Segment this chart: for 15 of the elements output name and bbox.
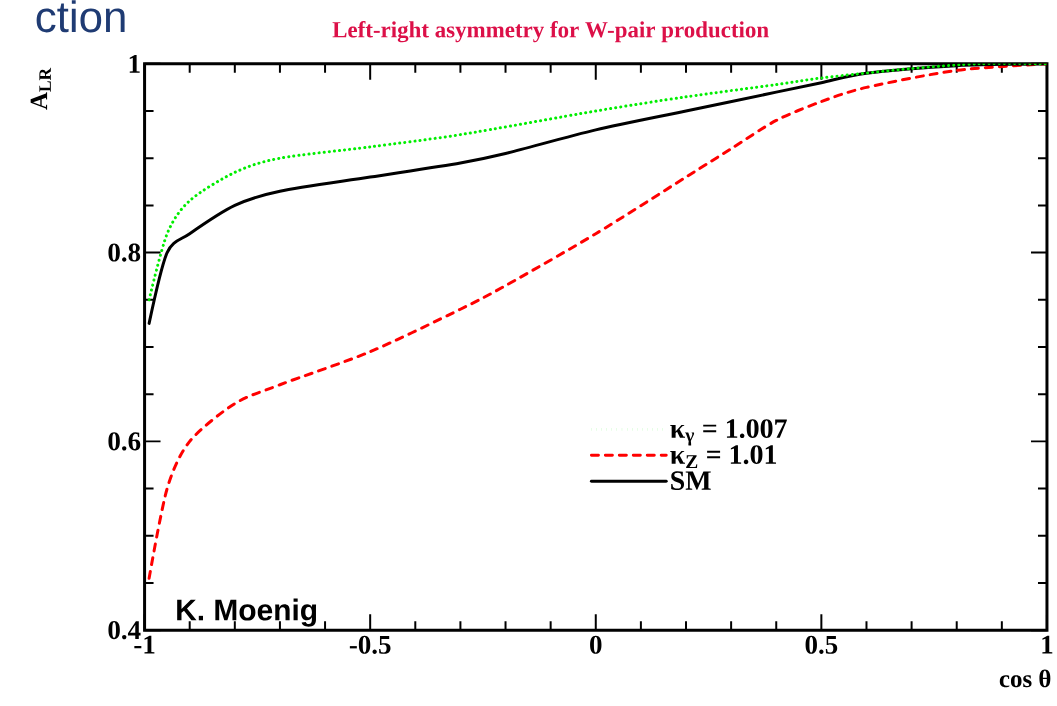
legend-label: κ$_{Z}$ = 1.01 — [670, 445, 777, 469]
x-axis-title: cos θ — [999, 669, 1051, 688]
x-tick-label: 1 — [1042, 635, 1053, 654]
y-axis-title: A$_{LR}$ — [30, 67, 51, 110]
x-tick-label: -0.5 — [349, 635, 391, 654]
chart-title: Left-right asymmetry for W-pair production — [332, 21, 769, 43]
y-tick-label: 0.6 — [108, 432, 141, 451]
y-tick-label: 0.8 — [108, 243, 141, 262]
annotation: K. Moenig — [177, 598, 317, 627]
legend-label: SM — [671, 471, 711, 490]
x-tick-label: 0.5 — [805, 635, 838, 654]
legend-label: κ$_{γ}$ = 1.007 — [670, 419, 787, 446]
text: ction — [36, 0, 125, 33]
x-tick-label: 0 — [590, 635, 602, 654]
y-tick-label: 1 — [129, 54, 140, 73]
